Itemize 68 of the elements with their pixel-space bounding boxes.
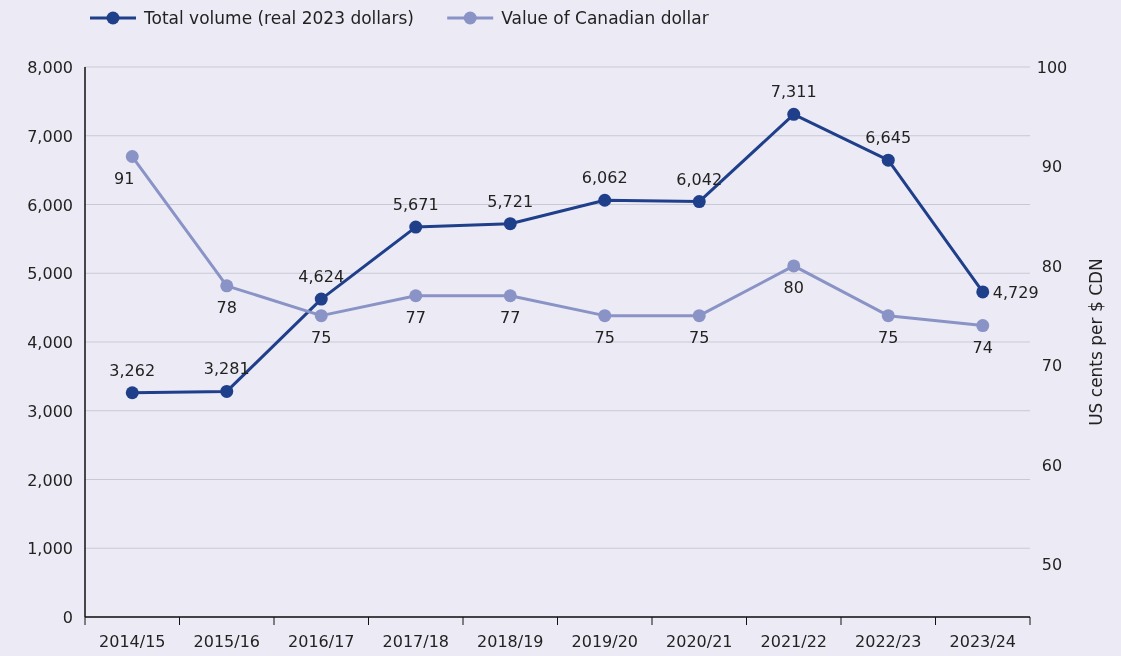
legend-label: Value of Canadian dollar: [501, 8, 709, 28]
point: [314, 292, 328, 306]
data-label: 75: [878, 327, 899, 347]
data-label: 77: [500, 307, 521, 327]
y2-tick-label: 90: [1041, 157, 1063, 177]
data-label: 3,281: [203, 359, 250, 379]
y-tick-label: 5,000: [27, 264, 73, 284]
y-tick-label: 0: [62, 608, 73, 627]
y-tick-label: 6,000: [27, 195, 73, 215]
data-label: 75: [311, 327, 332, 347]
y2-tick-label: 50: [1041, 555, 1063, 575]
point: [598, 309, 612, 323]
x-tick-label: 2023/24: [949, 632, 1016, 651]
y2-tick-label: 100: [1036, 58, 1068, 77]
data-label: 7,311: [770, 82, 817, 102]
y2-tick-label: 70: [1041, 356, 1063, 376]
x-tick-label: 2020/21: [666, 632, 733, 651]
x-tick-label: 2019/20: [571, 632, 638, 651]
data-label: 6,062: [581, 168, 628, 188]
data-label: 91: [114, 168, 135, 188]
data-label: 77: [405, 307, 426, 327]
point: [787, 107, 801, 121]
x-tick-label: 2016/17: [288, 632, 355, 651]
point: [692, 309, 706, 323]
y-tick-label: 8,000: [27, 58, 73, 77]
x-tick-label: 2017/18: [382, 632, 449, 651]
x-tick-label: 2014/15: [99, 632, 166, 651]
point: [976, 285, 990, 299]
data-label: 78: [216, 297, 237, 317]
point: [881, 309, 895, 323]
y-tick-label: 2,000: [27, 470, 73, 490]
legend-label: Total volume (real 2023 dollars): [143, 8, 414, 28]
point: [692, 195, 706, 209]
point: [409, 289, 423, 303]
data-label: 74: [972, 337, 993, 357]
data-label: 6,645: [865, 128, 912, 148]
data-label: 4,624: [298, 267, 345, 287]
point: [220, 384, 234, 398]
y2-axis-title: US cents per $ CDN: [1086, 258, 1106, 426]
x-tick-label: 2021/22: [760, 632, 827, 651]
data-label: 4,729: [992, 282, 1039, 302]
point: [503, 217, 517, 231]
point: [787, 259, 801, 273]
point: [598, 193, 612, 207]
data-label: 3,262: [109, 360, 156, 380]
y-tick-label: 3,000: [27, 401, 73, 421]
x-tick-label: 2018/19: [477, 632, 544, 651]
point: [220, 279, 234, 293]
y-tick-label: 1,000: [27, 539, 73, 559]
y2-tick-label: 80: [1041, 256, 1063, 276]
y-tick-label: 4,000: [27, 333, 73, 352]
point: [125, 150, 139, 164]
data-label: 75: [689, 327, 710, 347]
point: [314, 309, 328, 323]
point: [409, 220, 423, 234]
data-label: 80: [783, 277, 804, 297]
data-label: 6,042: [676, 169, 723, 189]
x-tick-label: 2022/23: [855, 632, 922, 651]
y2-tick-label: 60: [1041, 455, 1063, 475]
data-label: 5,671: [392, 195, 439, 215]
y-tick-label: 7,000: [27, 126, 73, 146]
point: [881, 153, 895, 167]
point: [503, 289, 517, 303]
data-label: 5,721: [487, 191, 534, 211]
point: [125, 386, 139, 400]
x-tick-label: 2015/16: [193, 632, 260, 651]
data-label: 75: [594, 327, 615, 347]
point: [976, 319, 990, 333]
